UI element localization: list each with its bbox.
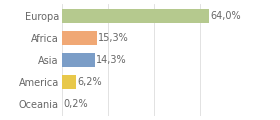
Text: 6,2%: 6,2% [77,77,102,87]
Bar [62,75,76,89]
Bar [62,9,209,23]
Bar [62,31,97,45]
Text: 14,3%: 14,3% [96,55,126,65]
Text: 0,2%: 0,2% [63,99,88,109]
Text: 64,0%: 64,0% [211,11,241,21]
Text: 15,3%: 15,3% [98,33,129,43]
Bar [62,53,95,67]
